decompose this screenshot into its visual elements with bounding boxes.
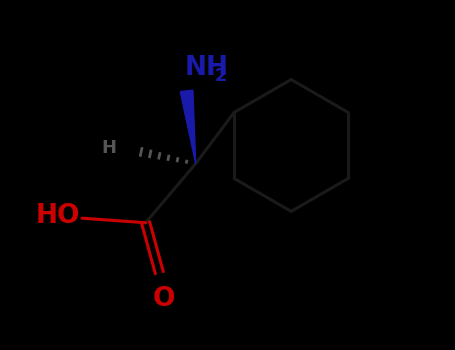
Text: O: O (152, 286, 175, 312)
Polygon shape (180, 90, 196, 164)
Text: 2: 2 (215, 68, 228, 85)
Text: HO: HO (35, 203, 80, 229)
Text: NH: NH (184, 55, 228, 81)
Text: H: H (101, 139, 116, 157)
